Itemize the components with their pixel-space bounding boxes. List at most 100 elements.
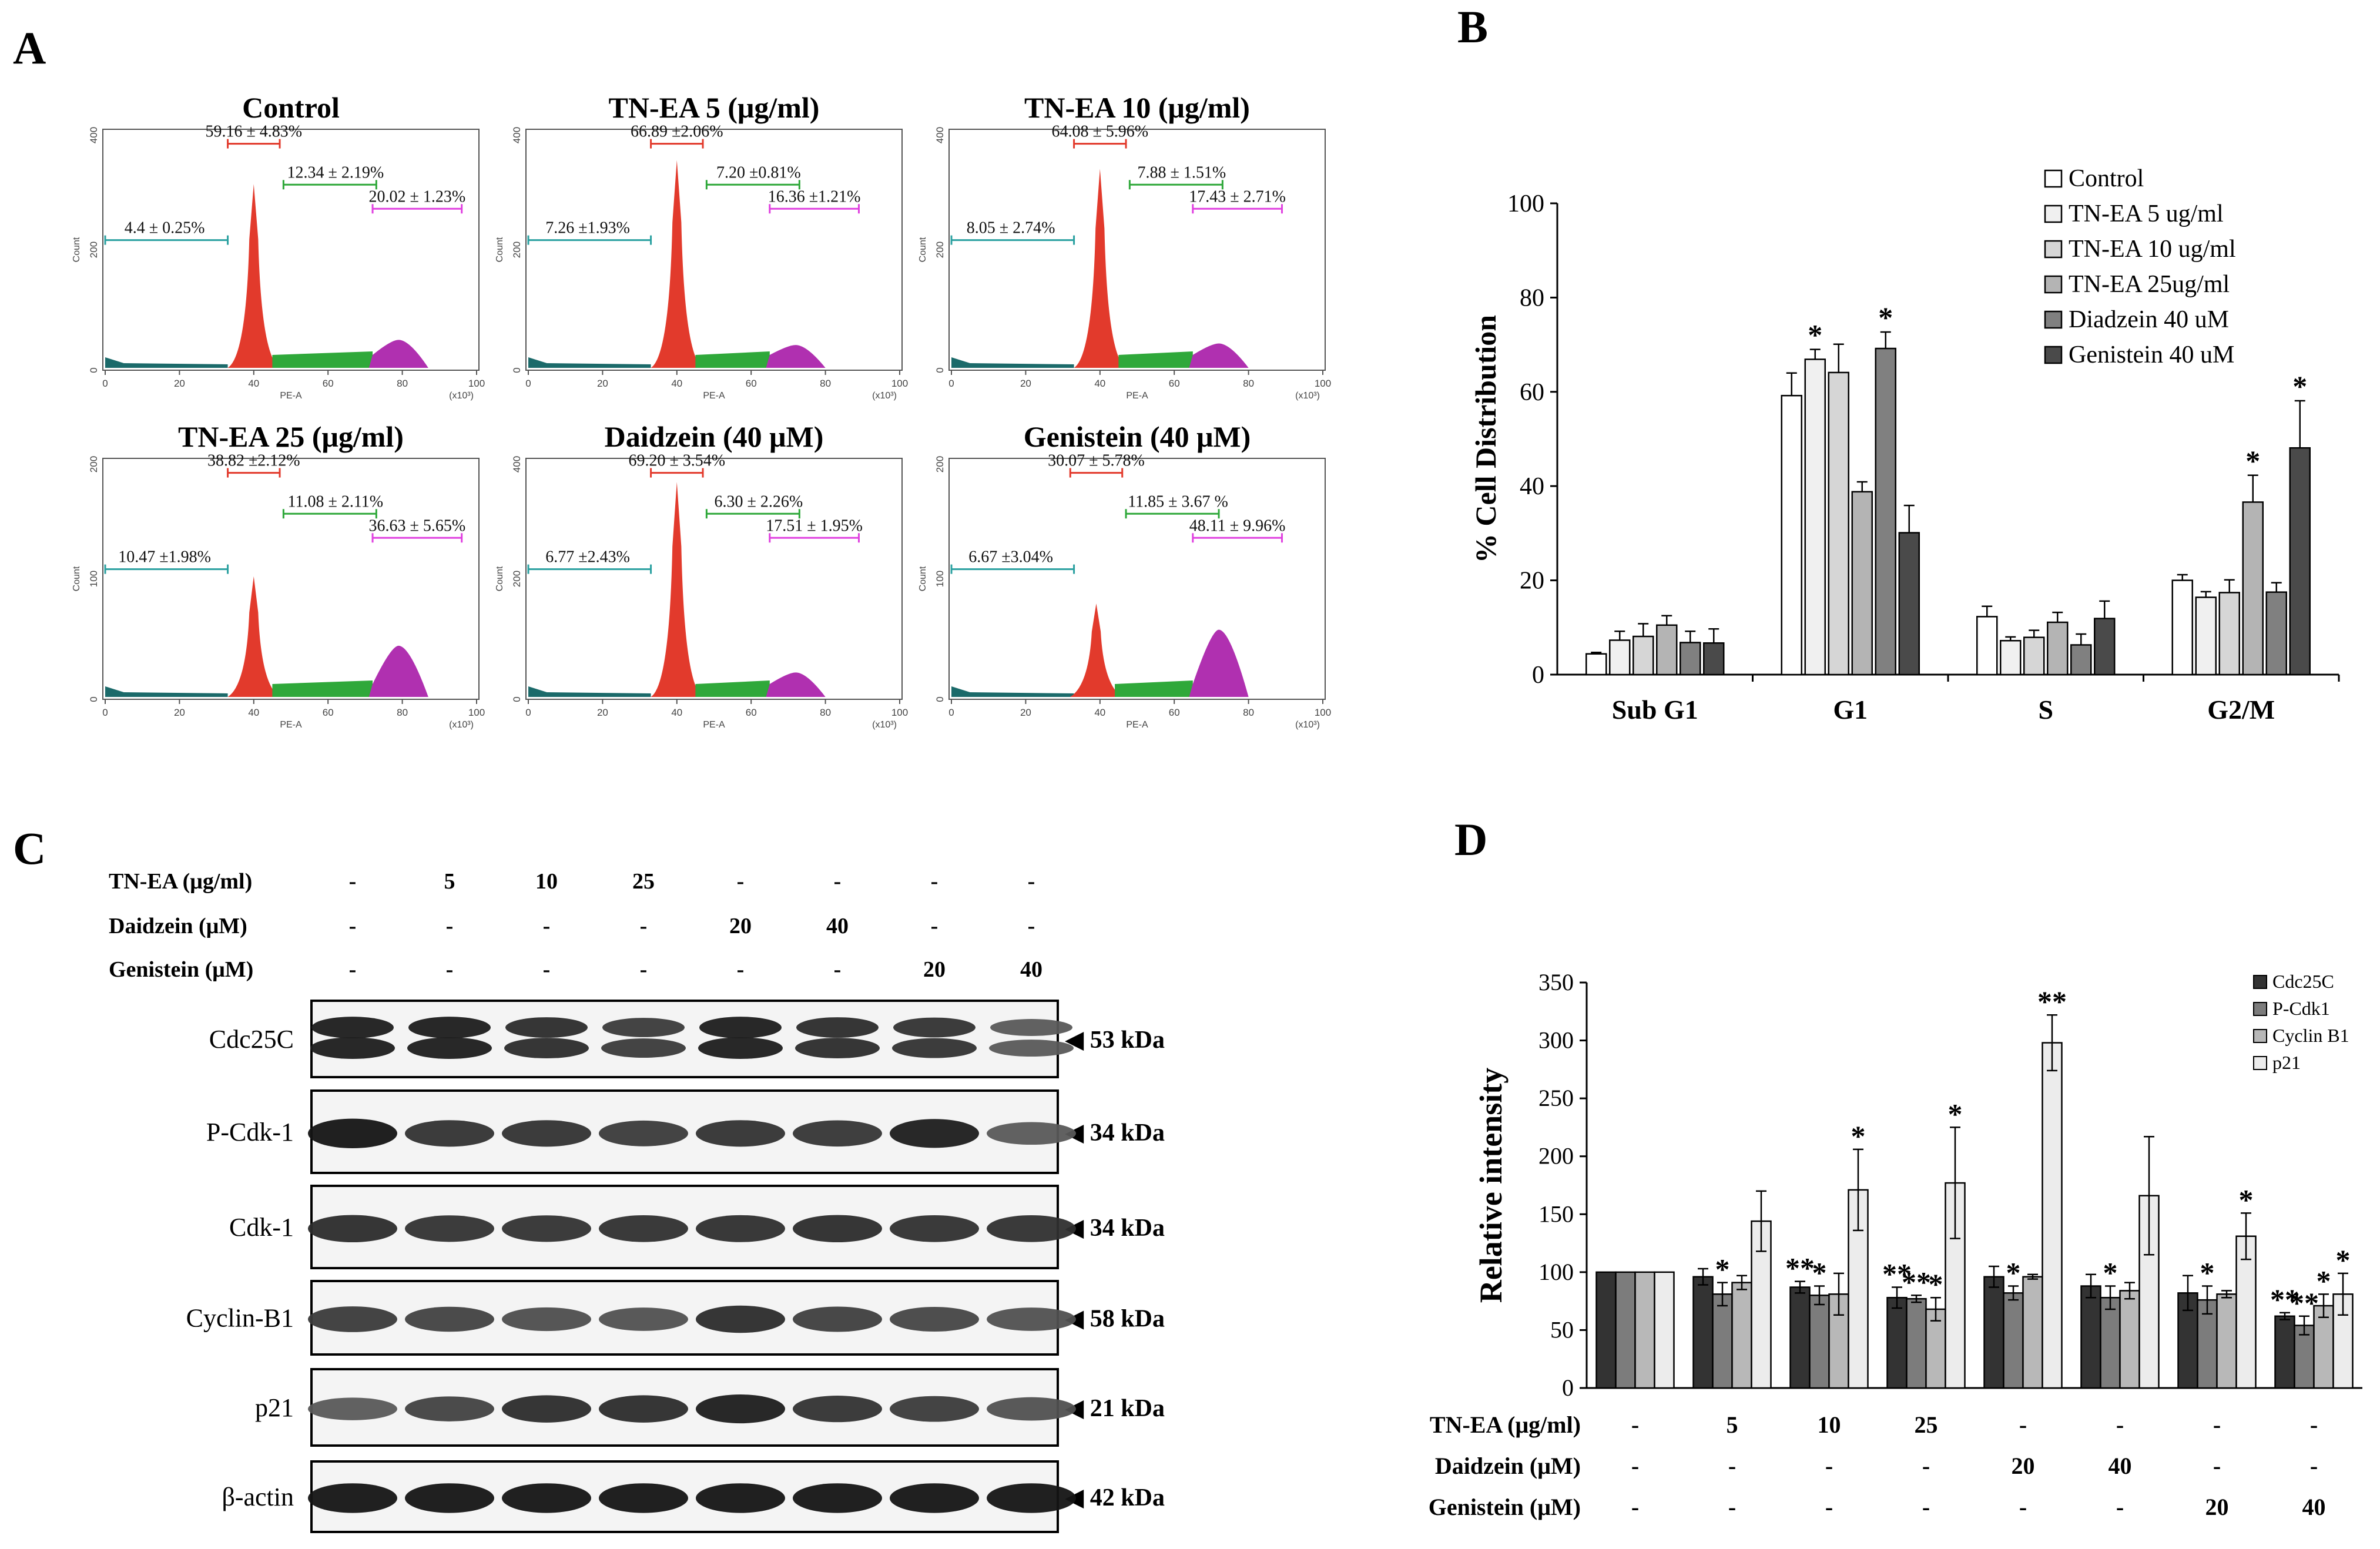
gate-percentage: 59.16 ± 4.83% — [205, 123, 302, 141]
treatment-value: - — [349, 957, 357, 982]
molecular-weight-label: ◀ 34 kDa — [1065, 1215, 1165, 1242]
gate-percentage: 8.05 ± 2.74% — [967, 219, 1055, 237]
molecular-weight-label: ◀ 34 kDa — [1065, 1119, 1165, 1146]
category-label-g2-m: G2/M — [2207, 695, 2275, 725]
blot-band — [890, 1119, 979, 1148]
y-axis-label: Count — [495, 566, 505, 591]
legend-label-tn-ea-25ug-ml: TN-EA 25ug/ml — [2069, 271, 2230, 298]
bar-cyclin-b1-group-2 — [1731, 1282, 1752, 1389]
blot-band — [308, 1215, 397, 1243]
bar-diadzein-40-um-s — [2070, 644, 2092, 676]
blot-band — [890, 1396, 979, 1422]
x-tick-label: 60 — [746, 378, 757, 389]
panel-letter-b: B — [1457, 1, 1488, 52]
blot-band — [793, 1120, 882, 1147]
x-tick-label: 100 — [468, 378, 485, 389]
treatment-value: 40 — [826, 914, 849, 938]
x-tick-label: 40 — [1094, 378, 1105, 389]
gate-percentage: 7.88 ± 1.51% — [1137, 163, 1226, 182]
bar-tn-ea-25ug-ml-s — [2047, 621, 2069, 676]
blot-band — [502, 1395, 591, 1423]
blot-band — [696, 1305, 785, 1333]
bar-control-g2-m — [2171, 579, 2193, 676]
y-tick-label: 150 — [1538, 1201, 1574, 1227]
treatment-value: - — [1631, 1411, 1639, 1438]
legend-label-cyclin-b1: Cyclin B1 — [2272, 1025, 2349, 1046]
treatment-value: - — [349, 869, 357, 894]
treatment-value: - — [640, 957, 648, 982]
blot-band — [793, 1306, 882, 1332]
molecular-weight-label: ◀ 42 kDa — [1065, 1484, 1165, 1511]
blot-band — [602, 1018, 685, 1037]
x-axis-label: PE-A — [703, 391, 725, 401]
treatment-value: 20 — [2012, 1453, 2035, 1479]
treatment-value: - — [2310, 1453, 2318, 1479]
bar-p-cdk1-group-4 — [1906, 1297, 1927, 1389]
x-tick-label: 60 — [1169, 378, 1180, 389]
y-tick-label: 200 — [88, 456, 99, 472]
bar-p-cdk1-group-6 — [2100, 1296, 2121, 1389]
treatment-value: 20 — [923, 957, 946, 982]
bar-diadzein-40-um-g2-m — [2265, 591, 2287, 676]
g2m-peak — [368, 645, 428, 697]
treatment-value: 40 — [2302, 1494, 2326, 1520]
x-tick-label: 0 — [525, 378, 531, 389]
treatment-value: 40 — [1020, 957, 1042, 982]
blot-cdk-1: Cdk-1 ◀ 34 kDa — [229, 1185, 1165, 1269]
subg1-region — [528, 686, 651, 697]
treatment-value: - — [1728, 1494, 1736, 1520]
bar-tn-ea-5-ug-ml-g1 — [1804, 358, 1826, 676]
gate-percentage: 7.26 ±1.93% — [545, 219, 630, 237]
blot-band — [696, 1394, 785, 1424]
x-tick-label: 100 — [1315, 707, 1331, 718]
significance-mark: * — [1808, 318, 1822, 351]
gate-percentage: 11.08 ± 2.11% — [288, 492, 384, 511]
s-phase-region — [272, 680, 373, 697]
y-tick-label: 400 — [511, 456, 522, 472]
blot-band — [987, 1215, 1076, 1242]
g1-peak — [227, 576, 280, 697]
y-tick-label: 100 — [934, 571, 946, 587]
x-scale-label: (x10³) — [449, 391, 474, 401]
bar-p-cdk1-group-8 — [2294, 1325, 2315, 1389]
subg1-region — [528, 357, 651, 368]
bar-tn-ea-10-ug-ml-sub-g1 — [1633, 635, 1654, 676]
treatment-value: - — [1028, 914, 1035, 938]
bar-p-cdk1-group-5 — [2003, 1292, 2024, 1389]
y-axis-label: Count — [918, 237, 928, 262]
s-phase-region — [695, 351, 770, 368]
gate-percentage: 11.85 ± 3.67 % — [1128, 492, 1228, 511]
significance-mark: ** — [2270, 1283, 2299, 1316]
y-tick-label: 0 — [1532, 662, 1544, 689]
bar-tn-ea-25ug-ml-sub-g1 — [1656, 624, 1678, 676]
x-tick-label: 20 — [1020, 378, 1031, 389]
treatment-value: - — [1922, 1453, 1930, 1479]
gate-percentage: 38.82 ±2.12% — [207, 452, 300, 470]
x-tick-label: 60 — [746, 707, 757, 718]
x-tick-label: 40 — [1094, 707, 1105, 718]
histogram-title: Genistein (40 μM) — [1024, 420, 1251, 453]
protein-label: Cyclin-B1 — [186, 1304, 294, 1333]
treatment-value: - — [543, 914, 551, 938]
treatment-value: - — [737, 869, 745, 894]
bar-p21-group-1 — [1654, 1271, 1675, 1389]
y-tick-label: 100 — [1538, 1259, 1574, 1285]
treatment-row-label-genistein-m: Genistein (μM) — [1429, 1494, 1581, 1520]
histogram-tn-ea-10-g-ml: TN-EA 10 (μg/ml) 0 20 40 60 80 100 PE-A (x10³) 0 2… — [918, 91, 1331, 401]
x-scale-label: (x10³) — [872, 391, 897, 401]
y-tick-label: 200 — [511, 571, 522, 587]
bar-tn-ea-10-ug-ml-g1 — [1828, 371, 1849, 676]
legend-swatch-genistein-40-um — [2044, 346, 2063, 364]
g2m-peak — [766, 345, 826, 368]
treatment-value: - — [1825, 1453, 1833, 1479]
blot-band — [699, 1017, 782, 1038]
protein-label: β-actin — [222, 1483, 294, 1511]
treatment-value: - — [2116, 1494, 2124, 1520]
gate-percentage: 30.07 ± 5.78% — [1048, 452, 1145, 470]
blot-cdc25c: Cdc25C ◀ 53 kDa — [209, 1000, 1165, 1078]
blot-band — [601, 1038, 686, 1058]
treatment-value: 5 — [444, 869, 455, 894]
treatment-value: 25 — [632, 869, 655, 894]
legend-label-p21: p21 — [2272, 1052, 2301, 1073]
treatment-value: - — [834, 869, 842, 894]
